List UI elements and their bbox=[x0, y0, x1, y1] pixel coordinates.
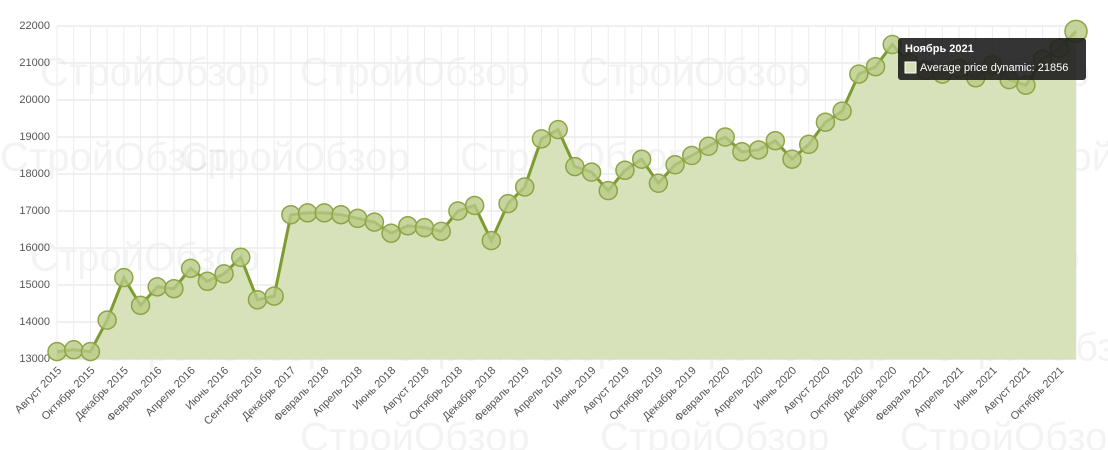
point bbox=[197, 271, 218, 292]
y-tick-label: 16000 bbox=[19, 242, 50, 254]
point bbox=[615, 160, 635, 181]
area bbox=[57, 31, 1076, 359]
point bbox=[80, 341, 101, 362]
point bbox=[347, 208, 368, 229]
y-tick-label: 13000 bbox=[19, 353, 50, 365]
tooltip-swatch bbox=[904, 61, 917, 74]
point bbox=[314, 203, 335, 223]
watermark: СтройОбзор bbox=[600, 416, 830, 450]
point bbox=[581, 162, 602, 182]
point bbox=[514, 177, 535, 197]
y-tick-label: 18000 bbox=[19, 168, 50, 180]
point bbox=[97, 310, 117, 330]
point bbox=[598, 180, 619, 201]
tooltip-title: Ноябрь 2021 bbox=[905, 43, 974, 55]
point bbox=[531, 129, 552, 149]
watermark: СтройОбзор bbox=[180, 136, 410, 180]
point bbox=[147, 277, 167, 297]
point bbox=[782, 149, 802, 169]
point bbox=[364, 212, 385, 232]
point bbox=[448, 201, 468, 221]
point bbox=[498, 193, 518, 214]
point bbox=[381, 223, 401, 243]
point bbox=[180, 258, 201, 279]
point bbox=[732, 142, 752, 162]
y-tick-label: 20000 bbox=[19, 94, 50, 106]
point bbox=[815, 112, 836, 132]
point bbox=[464, 195, 485, 216]
point bbox=[832, 101, 852, 121]
tooltip-text: Average price dynamic: 21856 bbox=[920, 62, 1068, 74]
point bbox=[398, 216, 418, 236]
point bbox=[565, 156, 585, 177]
point bbox=[214, 264, 234, 284]
point bbox=[748, 140, 769, 160]
point bbox=[849, 64, 869, 84]
watermark: СтройОбзор bbox=[580, 51, 810, 95]
point bbox=[481, 230, 502, 251]
point bbox=[648, 173, 669, 193]
point bbox=[130, 295, 151, 316]
point bbox=[865, 56, 886, 77]
point bbox=[63, 340, 84, 360]
watermark: СтройОбзор bbox=[300, 51, 530, 95]
tooltip-box bbox=[898, 38, 1086, 80]
watermark: СтройОбзор bbox=[300, 416, 530, 450]
point bbox=[548, 119, 568, 140]
point bbox=[665, 155, 685, 175]
y-tick-label: 17000 bbox=[19, 205, 50, 217]
point bbox=[414, 217, 435, 238]
point bbox=[698, 136, 719, 156]
watermark: СтройОбзор bbox=[900, 416, 1108, 450]
point bbox=[765, 130, 786, 151]
point bbox=[231, 247, 251, 267]
point bbox=[114, 267, 134, 288]
point bbox=[798, 134, 819, 155]
point bbox=[631, 149, 652, 169]
point bbox=[297, 203, 318, 223]
point bbox=[715, 127, 735, 147]
y-tick-label: 14000 bbox=[19, 316, 50, 328]
y-tick-label: 21000 bbox=[19, 57, 50, 69]
point bbox=[682, 145, 702, 166]
y-tick-label: 15000 bbox=[19, 279, 50, 291]
point bbox=[431, 221, 451, 242]
x-tick-label: Сентябрь 2016 bbox=[202, 365, 265, 428]
watermark: СтройОбзор bbox=[40, 51, 270, 95]
tooltip: Ноябрь 2021 Average price dynamic: 21856 bbox=[898, 38, 1086, 80]
point bbox=[331, 204, 351, 225]
point bbox=[247, 290, 268, 310]
y-tick-label: 22000 bbox=[19, 20, 50, 32]
point bbox=[264, 286, 284, 306]
point bbox=[281, 204, 301, 225]
watermark: СтройОбзор bbox=[0, 136, 230, 180]
point bbox=[47, 341, 67, 362]
point bbox=[164, 278, 184, 299]
y-tick-label: 19000 bbox=[19, 131, 50, 143]
